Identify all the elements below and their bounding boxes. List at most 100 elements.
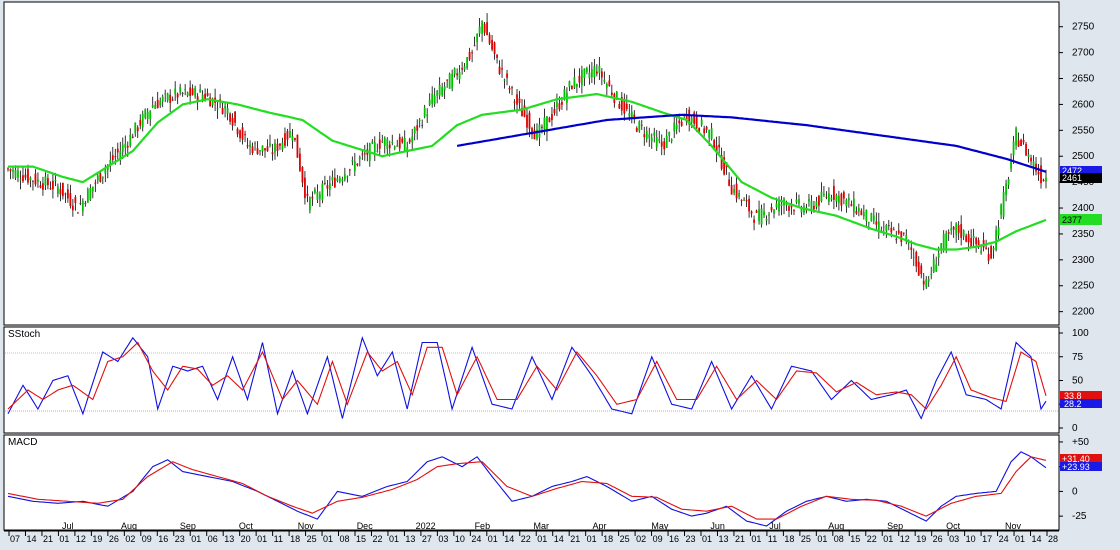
- candle-body: [353, 161, 356, 172]
- candle-body: [523, 105, 526, 117]
- candle-body: [770, 207, 773, 211]
- candle-body: [842, 192, 845, 199]
- candle-body: [234, 111, 236, 123]
- candle-body: [573, 77, 576, 88]
- candle-body: [241, 127, 244, 140]
- badge-close: 2461: [1062, 173, 1082, 183]
- candle-body: [249, 144, 251, 147]
- x-day-label: 01: [702, 534, 712, 544]
- candle-body: [9, 169, 12, 172]
- candle-body: [785, 204, 788, 206]
- stoch-title: SStoch: [8, 329, 40, 340]
- x-day-label: 01: [257, 534, 267, 544]
- candle-body: [47, 178, 49, 186]
- candle-body: [950, 228, 953, 231]
- candle-body: [443, 86, 446, 91]
- x-month-label: Mar: [534, 521, 550, 531]
- x-day-label: 09: [142, 534, 152, 544]
- badge-stoch-slow-bg: [1060, 391, 1102, 400]
- candle-body: [608, 80, 611, 87]
- candle-body: [536, 129, 538, 139]
- x-day-label: 15: [850, 534, 860, 544]
- candle-body: [895, 238, 898, 241]
- candle-body: [960, 224, 963, 238]
- candle-body: [578, 75, 581, 83]
- x-day-label: 23: [686, 534, 696, 544]
- candle-body: [219, 99, 221, 101]
- candle-body: [136, 127, 139, 132]
- candle-body: [476, 33, 478, 43]
- candle-body: [124, 143, 127, 148]
- candle-body: [813, 205, 815, 210]
- candle-body: [708, 130, 711, 138]
- x-day-label: 01: [883, 534, 893, 544]
- candle-body: [76, 212, 79, 214]
- candle-body: [491, 39, 493, 50]
- candle-body: [284, 133, 286, 146]
- candle-body: [748, 198, 750, 212]
- candle-body: [224, 106, 226, 109]
- candle-body: [346, 176, 349, 178]
- candle-body: [768, 214, 770, 216]
- candle-body: [171, 99, 174, 101]
- candle-body: [598, 65, 601, 73]
- candle-body: [393, 146, 396, 149]
- candle-body: [86, 189, 89, 203]
- x-day-label: 16: [669, 534, 679, 544]
- candle-body: [1045, 177, 1047, 182]
- candle-body: [274, 142, 276, 153]
- candle-body: [678, 120, 681, 124]
- badge-macd-bg: [1060, 462, 1102, 471]
- x-month-label: Dec: [357, 521, 374, 531]
- candle-body: [261, 145, 264, 152]
- x-month-label: Oct: [239, 521, 254, 531]
- candle-body: [361, 153, 364, 155]
- candle-body: [126, 145, 129, 148]
- candle-body: [511, 87, 513, 89]
- x-day-label: 17: [982, 534, 992, 544]
- x-day-label: 25: [801, 534, 811, 544]
- candle-body: [321, 183, 324, 201]
- badge-sma-green: 2377: [1062, 215, 1082, 225]
- candle-body: [201, 94, 204, 100]
- candle-body: [186, 92, 189, 96]
- candle-body: [927, 279, 930, 282]
- candle-body: [466, 57, 469, 68]
- candle-body: [109, 159, 112, 166]
- x-day-label: 28: [1048, 534, 1058, 544]
- candle-body: [521, 108, 523, 117]
- candle-body: [798, 199, 800, 204]
- candle-body: [755, 210, 758, 213]
- price-tick-label: 2700: [1072, 48, 1095, 59]
- candle-body: [396, 145, 399, 147]
- candle-body: [738, 193, 740, 197]
- candle-body: [244, 134, 246, 136]
- candle-body: [658, 139, 661, 142]
- x-day-label: 07: [10, 534, 20, 544]
- candle-body: [289, 130, 291, 138]
- candle-body: [96, 175, 99, 181]
- x-day-label: 24: [471, 534, 481, 544]
- candle-body: [453, 68, 456, 75]
- x-day-label: 01: [488, 534, 498, 544]
- candle-body: [119, 150, 122, 160]
- candle-body: [64, 193, 67, 195]
- candle-body: [181, 93, 184, 95]
- x-day-label: 01: [537, 534, 547, 544]
- candle-body: [937, 253, 940, 258]
- candle-body: [828, 193, 830, 202]
- candle-body: [695, 115, 698, 129]
- candle-body: [1017, 140, 1020, 147]
- candle-body: [728, 179, 731, 186]
- candle-body: [111, 155, 114, 160]
- candle-body: [131, 136, 134, 139]
- candle-body: [418, 119, 421, 121]
- candle-body: [1015, 128, 1017, 146]
- candle-body: [680, 121, 683, 126]
- x-day-label: 09: [653, 534, 663, 544]
- x-day-label: 03: [949, 534, 959, 544]
- candle-body: [885, 225, 888, 232]
- x-day-label: 08: [340, 534, 350, 544]
- candle-body: [348, 169, 351, 171]
- candle-body: [925, 279, 928, 288]
